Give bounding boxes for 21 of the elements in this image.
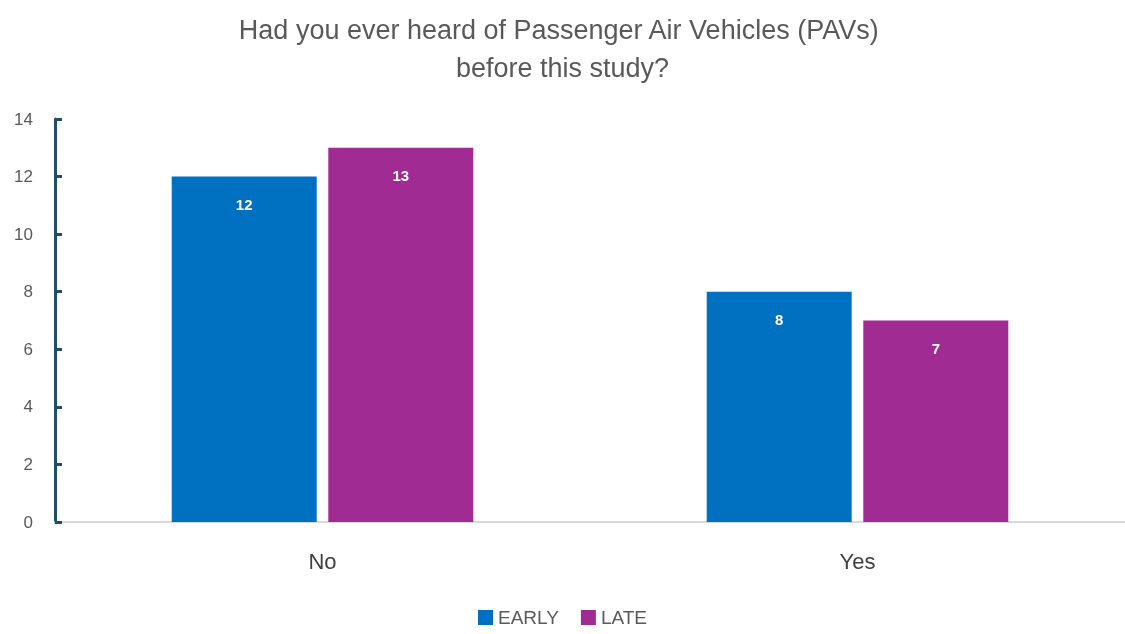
bar bbox=[328, 147, 474, 522]
data-label: 12 bbox=[235, 195, 253, 213]
y-tick-label: 6 bbox=[23, 339, 33, 359]
data-label: 8 bbox=[775, 310, 784, 328]
y-tick-label: 4 bbox=[23, 397, 33, 417]
y-tick-label: 12 bbox=[14, 167, 33, 187]
y-tick-label: 2 bbox=[23, 454, 33, 474]
data-label: 13 bbox=[392, 166, 410, 184]
chart-title: Had you ever heard of Passenger Air Vehicles (PAVs) before this study? bbox=[238, 15, 887, 83]
legend-label: LATE bbox=[600, 607, 647, 628]
y-tick-label: 8 bbox=[23, 282, 33, 302]
x-tick-label: Yes bbox=[839, 548, 876, 574]
x-tick-label: No bbox=[308, 548, 337, 574]
y-tick-label: 0 bbox=[23, 512, 33, 532]
legend-label: EARLY bbox=[498, 607, 560, 628]
bar bbox=[706, 291, 852, 522]
y-tick-label: 14 bbox=[14, 109, 33, 129]
data-label: 7 bbox=[931, 339, 940, 357]
y-tick-label: 10 bbox=[14, 224, 33, 244]
bar bbox=[863, 320, 1009, 522]
bar bbox=[171, 176, 317, 522]
